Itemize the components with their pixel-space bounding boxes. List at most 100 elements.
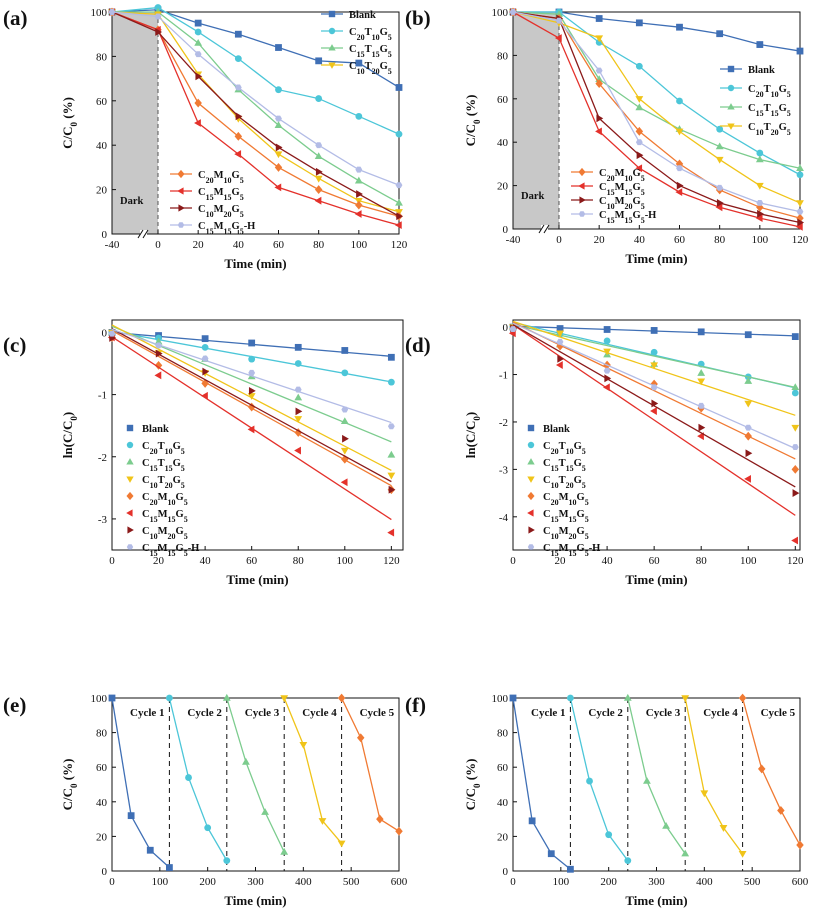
series-line — [283, 697, 343, 844]
data-point — [676, 165, 683, 172]
data-point — [126, 458, 134, 465]
data-point — [177, 169, 185, 179]
data-point — [662, 821, 670, 829]
legend-label: C20T10G5 — [142, 441, 185, 456]
cycle-label: Cycle 5 — [360, 707, 395, 719]
data-point — [201, 378, 209, 388]
legend-label: C15M15G5-H — [599, 210, 656, 225]
data-point — [643, 776, 651, 784]
x-tick-label: 200 — [199, 876, 216, 888]
data-point — [697, 369, 706, 376]
x-tick-label: 300 — [247, 876, 264, 888]
data-point — [650, 327, 658, 334]
data-point — [757, 764, 766, 774]
series-line — [512, 11, 801, 204]
x-axis-label: Time (min) — [625, 251, 687, 266]
series-line — [627, 697, 686, 855]
data-point — [603, 337, 611, 345]
data-point — [387, 450, 396, 458]
data-point — [315, 57, 323, 65]
y-tick-label: 80 — [96, 51, 108, 63]
y-tick-label: 0 — [102, 866, 108, 878]
y-tick-label: 20 — [96, 185, 108, 197]
data-point — [509, 694, 517, 702]
x-tick-label: -40 — [105, 239, 120, 251]
data-point — [719, 825, 728, 832]
x-axis-label: Time (min) — [224, 893, 286, 908]
legend-label: C20T10G5 — [349, 27, 392, 42]
data-point — [247, 425, 255, 434]
legend-label: C20T10G5 — [748, 84, 791, 99]
y-tick-label: 60 — [497, 762, 509, 774]
data-point — [201, 343, 209, 351]
data-point — [716, 125, 724, 133]
data-point — [354, 210, 362, 218]
data-point — [396, 212, 404, 221]
data-point — [635, 126, 644, 136]
data-point — [635, 96, 644, 103]
data-point — [194, 119, 201, 127]
data-point — [744, 431, 752, 441]
data-point — [796, 164, 804, 171]
legend-label: Blank — [748, 65, 775, 76]
data-point — [744, 331, 752, 339]
data-point — [651, 399, 659, 408]
fit-line — [512, 324, 796, 516]
series-line — [111, 11, 400, 213]
series-line — [168, 697, 228, 861]
data-point — [595, 15, 603, 22]
y-tick-label: 20 — [497, 831, 509, 843]
data-point — [155, 28, 163, 36]
y-tick-label: 100 — [91, 693, 108, 705]
data-point — [340, 447, 349, 455]
data-point — [177, 187, 184, 195]
data-point — [716, 199, 724, 207]
y-axis-label: ln(C/C0) — [463, 412, 482, 458]
data-point — [675, 128, 684, 136]
series-Cycle 3: Cycle 3 — [222, 693, 289, 855]
data-point — [395, 84, 403, 91]
fit-line — [512, 321, 796, 460]
data-point — [355, 59, 363, 67]
data-point — [387, 472, 396, 480]
x-tick-label: 300 — [648, 876, 665, 888]
data-point — [556, 341, 564, 351]
data-point — [126, 476, 134, 483]
data-point — [527, 544, 535, 550]
series-Cycle 5: Cycle 5 — [738, 693, 804, 850]
data-point — [556, 325, 564, 332]
data-point — [274, 151, 283, 159]
data-point — [201, 355, 209, 362]
data-point — [567, 865, 574, 873]
series-line — [512, 697, 571, 870]
fit-line — [512, 324, 796, 488]
data-point — [166, 864, 173, 871]
y-axis-label: C/C0 (%) — [463, 759, 482, 811]
data-point — [715, 156, 724, 164]
y-tick-label: 60 — [497, 94, 509, 106]
data-point — [700, 790, 709, 798]
dark-region — [112, 12, 158, 234]
data-point — [328, 62, 336, 69]
x-tick-label: 400 — [696, 876, 713, 888]
data-point — [356, 733, 365, 743]
x-tick-label: 0 — [109, 555, 115, 567]
legend-label: C15T15G5 — [543, 458, 586, 473]
legend-label: C15M15G5-H — [142, 543, 199, 558]
data-point — [247, 393, 256, 400]
data-point — [716, 30, 724, 38]
legend-label: C10M20G5 — [142, 526, 188, 541]
data-point — [354, 176, 363, 184]
legend-label: C15M15G5-H — [543, 543, 600, 558]
data-point — [697, 378, 706, 386]
data-point — [744, 400, 753, 408]
data-point — [194, 39, 203, 46]
y-axis-label: C/C0 (%) — [60, 97, 79, 149]
data-point — [337, 693, 346, 703]
data-point — [675, 188, 683, 197]
data-point — [595, 127, 602, 136]
data-point — [555, 361, 563, 369]
data-point — [126, 441, 134, 449]
data-point — [697, 402, 705, 409]
data-point — [314, 196, 322, 205]
